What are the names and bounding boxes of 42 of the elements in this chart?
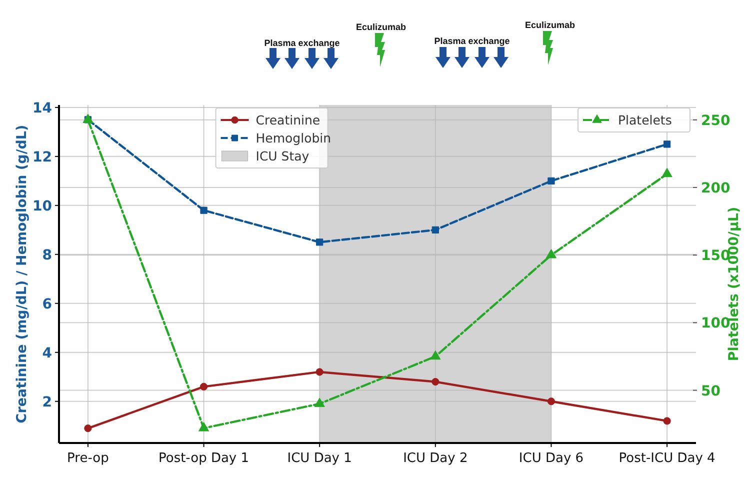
x-tick-label: Post-op Day 1 [158,451,250,466]
point [316,368,324,376]
x-tick-label: Pre-op [67,451,109,466]
y2-tick-label: 50 [701,383,721,400]
point [548,177,555,184]
point [316,238,324,246]
y-axis-title: Creatinine (mg/dL) / Hemoglobin (g/dL) [14,124,30,424]
legend-label: Platelets [618,112,672,128]
x-tick-label: Post-ICU Day 4 [618,451,716,466]
point [663,140,671,148]
x-tick-label: ICU Day 2 [403,451,468,466]
y-tick-label: 2 [42,394,52,410]
y-tick-label: 4 [42,345,52,362]
y-tick-label: 10 [32,198,52,214]
y2-tick-label: 200 [701,180,730,196]
y2-tick-label: 250 [701,112,730,129]
point [546,249,557,258]
x-tick-label: ICU Day 6 [518,451,584,466]
point [82,114,94,124]
y-tick-label: 14 [32,100,52,116]
point [662,168,672,178]
legend-label: Creatinine [256,112,320,128]
x-tick-label: ICU Day 1 [287,451,352,466]
point [432,378,440,386]
text: Eculizumab [524,20,576,30]
point [547,398,556,406]
point [314,398,325,407]
text: Eculizumab [356,22,407,32]
point [198,422,210,432]
point [200,382,208,390]
text: Plasma exchange [434,36,510,46]
text: Plasma exchange [264,38,340,48]
y-tick-label: 12 [32,149,52,166]
point [432,226,439,234]
band-label: ICU Stay [256,148,310,164]
y-tick-label: 8 [42,247,52,264]
point [200,206,208,214]
legend-label: Hemoglobin [256,130,332,146]
point [84,424,92,432]
point [430,350,441,360]
point [663,417,671,425]
y-tick-label: 6 [42,296,52,312]
